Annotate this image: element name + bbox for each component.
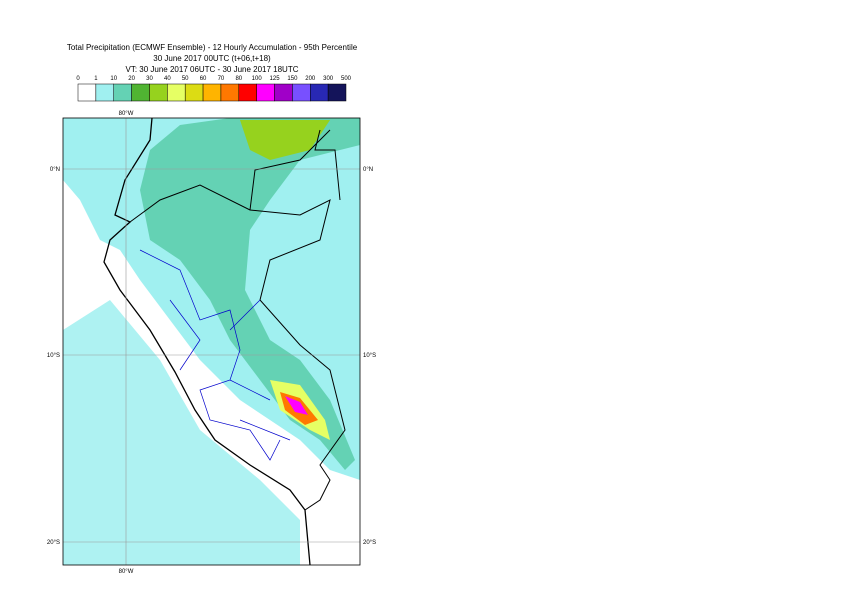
colorbar-box bbox=[95, 83, 114, 102]
colorbar-box bbox=[202, 83, 222, 102]
run-time: 30 June 2017 00UTC (t+06,t+18) bbox=[153, 54, 271, 63]
colorbar-box bbox=[327, 83, 347, 102]
precip-area bbox=[240, 120, 330, 160]
precip-area bbox=[285, 396, 308, 415]
precip-area bbox=[140, 118, 360, 470]
colorbar-label: 0 bbox=[76, 76, 80, 82]
lon-label: 80°W bbox=[119, 569, 134, 575]
colorbar-box bbox=[149, 83, 168, 102]
graticule: 80°W 80°W 0°N 0°N 10°S 10°S 20°S 20°S bbox=[47, 111, 376, 575]
lat-label: 0°N bbox=[50, 167, 60, 173]
lat-label: 20°S bbox=[47, 540, 60, 546]
colorbar-box bbox=[113, 83, 132, 102]
colorbar-box bbox=[131, 83, 150, 102]
colorbar-box bbox=[184, 83, 204, 102]
colorbar-label: 10 bbox=[110, 76, 117, 82]
colorbar-box bbox=[77, 83, 97, 102]
precip-area bbox=[63, 300, 300, 565]
colorbar-label: 20 bbox=[128, 76, 135, 82]
colorbar-label: 125 bbox=[270, 76, 281, 82]
colorbar-label: 300 bbox=[323, 76, 334, 82]
lon-label: 80°W bbox=[119, 111, 134, 117]
map bbox=[63, 118, 360, 565]
coastline bbox=[103, 118, 311, 565]
colorbar: 0 1 10 20 30 40 50 60 70 80 100 125 150 200 300 500 bbox=[76, 76, 352, 102]
lat-label: 10°S bbox=[47, 353, 60, 359]
colorbar-label: 50 bbox=[182, 76, 189, 82]
colorbar-label: 150 bbox=[287, 76, 298, 82]
colorbar-label: 200 bbox=[305, 76, 316, 82]
lat-label: 0°N bbox=[363, 167, 373, 173]
valid-time: VT: 30 June 2017 06UTC - 30 June 2017 18… bbox=[126, 65, 299, 74]
colorbar-box bbox=[220, 83, 240, 102]
colorbar-box bbox=[256, 83, 275, 102]
border bbox=[129, 129, 346, 511]
colorbar-label: 30 bbox=[146, 76, 153, 82]
title: Total Precipitation (ECMWF Ensemble) - 1… bbox=[67, 43, 358, 52]
colorbar-label: 60 bbox=[200, 76, 207, 82]
colorbar-box bbox=[167, 83, 186, 102]
colorbar-box bbox=[274, 83, 293, 102]
map-frame bbox=[62, 117, 361, 566]
colorbar-box bbox=[310, 83, 329, 102]
colorbar-label: 1 bbox=[94, 76, 98, 82]
colorbar-label: 70 bbox=[218, 76, 225, 82]
colorbar-box bbox=[238, 83, 257, 102]
colorbar-label: 80 bbox=[235, 76, 242, 82]
admin-border bbox=[139, 249, 291, 461]
lat-label: 10°S bbox=[363, 353, 376, 359]
colorbar-label: 40 bbox=[164, 76, 171, 82]
colorbar-box bbox=[292, 83, 311, 102]
lat-label: 20°S bbox=[363, 540, 376, 546]
colorbar-label: 500 bbox=[341, 76, 352, 82]
colorbar-label: 100 bbox=[252, 76, 263, 82]
